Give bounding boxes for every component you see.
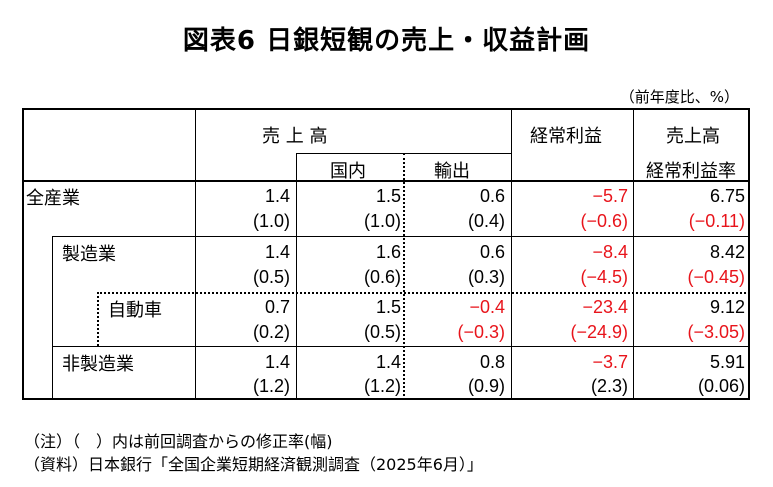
row-divider [52,236,750,237]
cell-domestic-rev: (0.5) [363,322,401,342]
sales-profit-table [22,108,750,400]
col-divider [511,108,512,400]
cell-profit: −23.4 [582,297,628,317]
cell-profit: −5.7 [592,186,628,206]
cell-profit: −3.7 [592,352,628,372]
row-label-all-industries: 全産業 [26,188,80,209]
header-export: 輸出 [434,161,470,182]
cell-sales-rev: (0.5) [252,267,290,287]
cell-margin: 9.12 [709,297,745,317]
indent-line-dotted [97,292,99,346]
cell-margin-rev: (−0.45) [687,267,745,287]
cell-sales: 1.4 [264,242,290,262]
cell-profit: −8.4 [592,242,628,262]
unit-label: （前年度比、%） [619,88,739,106]
cell-margin: 5.91 [709,352,745,372]
footnote: （注）（ ）内は前回調査からの修正率(幅) [24,432,333,451]
cell-margin-rev: (−3.05) [687,322,745,342]
page-title: 図表6 日銀短観の売上・収益計画 [182,26,591,56]
cell-margin-rev: (0.06) [697,376,745,396]
cell-sales-rev: (1.2) [252,376,290,396]
row-label-non-manufacturing: 非製造業 [62,354,134,375]
source-note: （資料）日本銀行「全国企業短期経済観測調査（2025年6月）」 [24,455,483,474]
cell-export-rev: (0.3) [467,267,505,287]
cell-sales-rev: (1.0) [252,211,290,231]
cell-profit-rev: (−4.5) [580,267,628,287]
cell-domestic: 1.4 [375,352,401,372]
cell-domestic: 1.5 [375,186,401,206]
header-ordinary-profit: 経常利益 [530,126,602,147]
cell-profit-rev: (−0.6) [580,211,628,231]
cell-domestic: 1.5 [375,297,401,317]
cell-sales-rev: (0.2) [252,322,290,342]
cell-export: 0.6 [479,242,505,262]
cell-export: 0.6 [479,186,505,206]
header-margin-line1: 売上高 [666,126,720,147]
header-divider [296,153,511,154]
cell-margin: 6.75 [709,186,745,206]
header-sales: 売 上 高 [262,126,328,147]
row-label-manufacturing: 製造業 [62,244,116,265]
row-divider [52,346,750,347]
cell-export: 0.8 [479,352,505,372]
cell-domestic-rev: (1.0) [363,211,401,231]
cell-sales: 1.4 [264,352,290,372]
cell-domestic-rev: (1.2) [363,376,401,396]
header-margin-line2: 経常利益率 [646,161,736,182]
cell-margin-rev: (−0.11) [688,211,745,231]
cell-export-rev: (−0.3) [457,322,505,342]
col-divider [633,108,634,400]
cell-sales: 0.7 [264,297,290,317]
cell-profit-rev: (−24.9) [570,322,628,342]
cell-profit-rev: (2.3) [590,376,628,396]
row-divider-dotted [97,292,750,294]
col-divider-dotted [403,153,405,400]
indent-line [52,236,53,400]
col-divider [296,153,297,400]
cell-domestic-rev: (0.6) [363,267,401,287]
cell-export-rev: (0.4) [467,211,505,231]
cell-margin: 8.42 [709,242,745,262]
header-domestic: 国内 [330,161,366,182]
row-label-automobiles: 自動車 [108,300,162,321]
cell-export: −0.4 [469,297,505,317]
header-bottom [22,180,750,182]
cell-export-rev: (0.9) [467,376,505,396]
cell-sales: 1.4 [264,186,290,206]
cell-domestic: 1.6 [375,242,401,262]
col-divider [195,108,196,400]
